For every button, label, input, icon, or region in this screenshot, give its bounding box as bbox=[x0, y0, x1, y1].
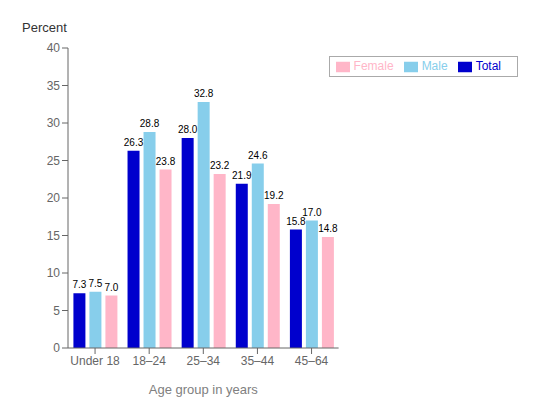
svg-text:Age group in years: Age group in years bbox=[149, 382, 259, 397]
svg-text:25–34: 25–34 bbox=[187, 354, 221, 368]
html-text:Total: Total bbox=[475, 59, 501, 73]
svg-text:21.9: 21.9 bbox=[232, 170, 252, 181]
svg-text:7.0: 7.0 bbox=[104, 282, 118, 293]
svg-text:28.0: 28.0 bbox=[178, 124, 198, 135]
svg-text:20: 20 bbox=[47, 191, 61, 205]
svg-text:17.0: 17.0 bbox=[302, 207, 322, 218]
svg-text:18–24: 18–24 bbox=[132, 354, 166, 368]
svg-text:19.2: 19.2 bbox=[264, 190, 284, 201]
svg-text:10: 10 bbox=[47, 266, 61, 280]
svg-text:32.8: 32.8 bbox=[194, 88, 214, 99]
svg-text:15: 15 bbox=[47, 229, 61, 243]
svg-text:14.8: 14.8 bbox=[318, 223, 338, 234]
svg-text:7.3: 7.3 bbox=[72, 279, 86, 290]
svg-text:25: 25 bbox=[47, 154, 61, 168]
html-text:Female: Female bbox=[353, 59, 394, 73]
svg-text:24.6: 24.6 bbox=[248, 150, 268, 161]
svg-text:45–64: 45–64 bbox=[295, 354, 329, 368]
svg-text:7.5: 7.5 bbox=[88, 278, 102, 289]
svg-text:30: 30 bbox=[47, 116, 61, 130]
svg-text:35–44: 35–44 bbox=[241, 354, 275, 368]
html-text:Percent: Percent bbox=[22, 20, 67, 35]
svg-text:5: 5 bbox=[53, 304, 60, 318]
svg-text:40: 40 bbox=[47, 41, 61, 55]
svg-text:26.3: 26.3 bbox=[124, 137, 144, 148]
svg-text:15.8: 15.8 bbox=[286, 215, 306, 227]
html-text:Male: Male bbox=[421, 59, 448, 73]
svg-text:23.2: 23.2 bbox=[210, 160, 230, 171]
svg-text:Under 18: Under 18 bbox=[70, 354, 120, 368]
svg-text:28.8: 28.8 bbox=[140, 118, 160, 129]
svg-text:23.8: 23.8 bbox=[156, 156, 176, 167]
svg-text:35: 35 bbox=[47, 79, 61, 93]
svg-text:0: 0 bbox=[53, 341, 60, 355]
